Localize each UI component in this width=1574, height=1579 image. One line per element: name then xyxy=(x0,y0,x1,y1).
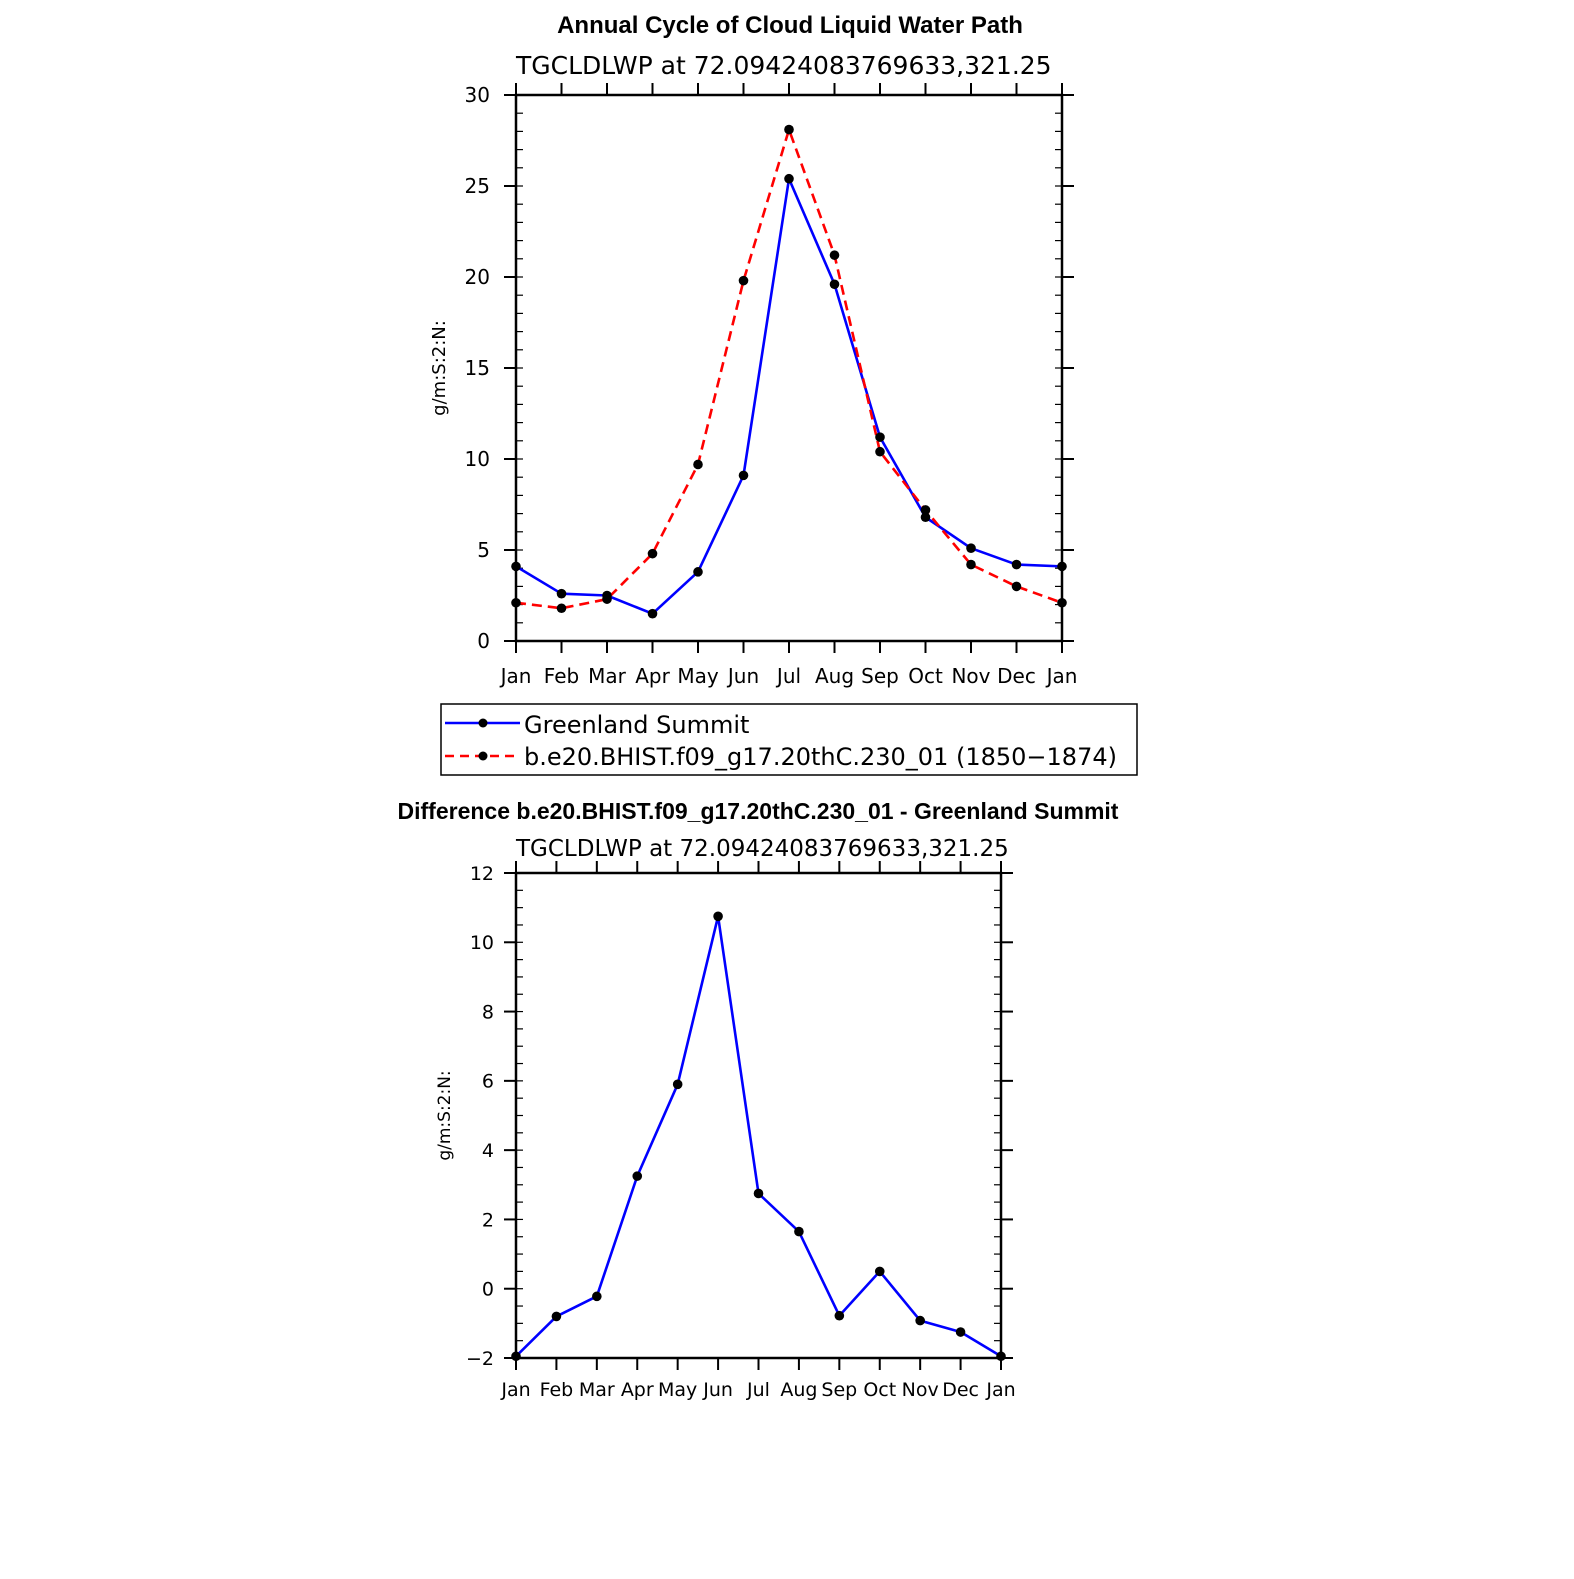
series-1-point xyxy=(551,1311,562,1322)
series-1-point xyxy=(834,1310,845,1321)
x-tick-label: Sep xyxy=(861,664,899,688)
chart1-subtitle: TGCLDLWP at 72.09424083769633,321.25 xyxy=(515,51,1052,80)
series-2-line xyxy=(515,128,1063,610)
series-2-point xyxy=(875,446,885,457)
chart2-subtitle: TGCLDLWP at 72.09424083769633,321.25 xyxy=(515,836,1009,862)
series-2-point xyxy=(647,548,658,559)
series-1-point xyxy=(874,1266,885,1277)
series-1-point xyxy=(1057,561,1067,572)
series-1-point xyxy=(794,1226,804,1237)
legend-marker-series-2 xyxy=(478,751,488,761)
legend-label-series-1: Greenland Summit xyxy=(524,711,749,739)
series-1-point xyxy=(829,279,840,290)
chart1-plot: Jan Feb Mar Apr May Jun Jul Aug Sep Oct Nov Dec Jan 0… xyxy=(429,83,1077,688)
y-tick-label: 30 xyxy=(465,83,490,107)
chart1-title: Annual Cycle of Cloud Liquid Water Path xyxy=(557,12,1023,39)
y-tick-label: 6 xyxy=(482,1071,494,1093)
series-2-point xyxy=(556,603,567,614)
y-tick-label: 2 xyxy=(482,1209,494,1231)
series-1-point xyxy=(713,911,723,922)
series-2-point xyxy=(1057,597,1067,608)
x-tick-label: Aug xyxy=(815,664,854,688)
chart2-title: Difference b.e20.BHIST.f09_g17.20thC.230… xyxy=(398,798,1119,824)
y-axis-label: g/m:S:2:N: xyxy=(429,320,450,416)
series-1-point xyxy=(592,1291,602,1302)
series-2-point xyxy=(920,505,931,515)
series-2-point xyxy=(693,459,703,470)
x-tick-label: Mar xyxy=(588,664,627,688)
series-1-point xyxy=(920,512,931,523)
series-1-point xyxy=(753,1188,764,1199)
series-2-point xyxy=(602,594,612,604)
x-tick-label: Feb xyxy=(540,1379,574,1401)
y-tick-label: 20 xyxy=(465,265,490,289)
series-1-point xyxy=(647,608,658,619)
y-axis-label: g/m:S:2:N: xyxy=(435,1070,455,1160)
x-tick-label: Feb xyxy=(544,664,579,688)
series-1-point xyxy=(915,1315,925,1326)
series-1-point xyxy=(875,432,885,442)
plot-frame xyxy=(514,871,1003,1360)
x-tick-label: Jun xyxy=(702,1379,733,1401)
x-tick-label: Oct xyxy=(908,664,943,688)
series-1-point xyxy=(672,1079,683,1090)
x-tick-label: May xyxy=(677,664,719,688)
y-tick-label: 12 xyxy=(470,863,494,885)
x-tick-label: May xyxy=(658,1379,697,1401)
series-1-point xyxy=(511,561,521,572)
series-2-point xyxy=(1011,581,1022,592)
legend-marker-series-1 xyxy=(478,718,488,728)
x-tick-label: Dec xyxy=(997,664,1036,688)
chart2-plot: Jan Feb Mar Apr May Jun Jul Aug Sep Oct Nov Dec Jan−… xyxy=(435,861,1016,1401)
x-tick-label: Dec xyxy=(942,1379,979,1401)
series-1-point xyxy=(556,588,567,599)
y-tick-label: 10 xyxy=(470,932,494,954)
y-tick-label: 0 xyxy=(482,1279,494,1301)
series-1-point xyxy=(966,543,976,553)
series-1-line xyxy=(515,177,1063,616)
x-tick-label: Aug xyxy=(780,1379,817,1401)
y-tick-label: 25 xyxy=(465,174,490,198)
series-1-point xyxy=(693,567,703,577)
series-1-point xyxy=(955,1327,966,1337)
y-tick-label: 15 xyxy=(465,356,490,380)
series-2-point xyxy=(511,597,521,608)
y-tick-label: 5 xyxy=(477,538,490,562)
legend-label-series-2: b.e20.BHIST.f09_g17.20thC.230_01 (1850−1… xyxy=(524,743,1117,771)
legend-box xyxy=(440,703,1138,776)
x-tick-label: Apr xyxy=(635,664,670,688)
x-tick-label: Mar xyxy=(579,1379,615,1401)
series-1-point xyxy=(784,173,794,184)
series-1-point xyxy=(996,1351,1006,1362)
x-tick-label: Sep xyxy=(821,1379,857,1401)
chart1-legend: Greenland Summit b.e20.BHIST.f09_g17.20t… xyxy=(440,703,1138,776)
y-tick-label: 10 xyxy=(465,447,490,471)
series-1-point xyxy=(1011,559,1022,570)
x-tick-label: Jan xyxy=(500,1379,530,1401)
x-tick-label: Jan xyxy=(985,1379,1015,1401)
x-tick-label: Oct xyxy=(863,1379,896,1401)
y-tick-label: 4 xyxy=(482,1140,494,1162)
x-tick-label: Jun xyxy=(726,664,759,688)
x-tick-label: Jan xyxy=(499,664,532,688)
series-2-point xyxy=(738,275,749,286)
series-2-point xyxy=(829,250,840,260)
x-tick-label: Nov xyxy=(951,664,990,688)
y-tick-label: 0 xyxy=(477,629,490,653)
series-2-point xyxy=(784,124,794,135)
y-tick-label: −2 xyxy=(466,1348,494,1370)
series-1-line xyxy=(515,915,1002,1358)
x-tick-label: Jul xyxy=(775,664,801,688)
x-tick-label: Nov xyxy=(902,1379,939,1401)
series-1-point xyxy=(632,1171,643,1181)
x-tick-label: Jan xyxy=(1045,664,1078,688)
y-tick-label: 8 xyxy=(482,1001,494,1023)
series-1-point xyxy=(511,1351,521,1362)
series-2-point xyxy=(966,559,976,570)
x-tick-label: Jul xyxy=(746,1379,770,1401)
x-tick-label: Apr xyxy=(621,1379,654,1401)
series-1-point xyxy=(738,470,749,481)
